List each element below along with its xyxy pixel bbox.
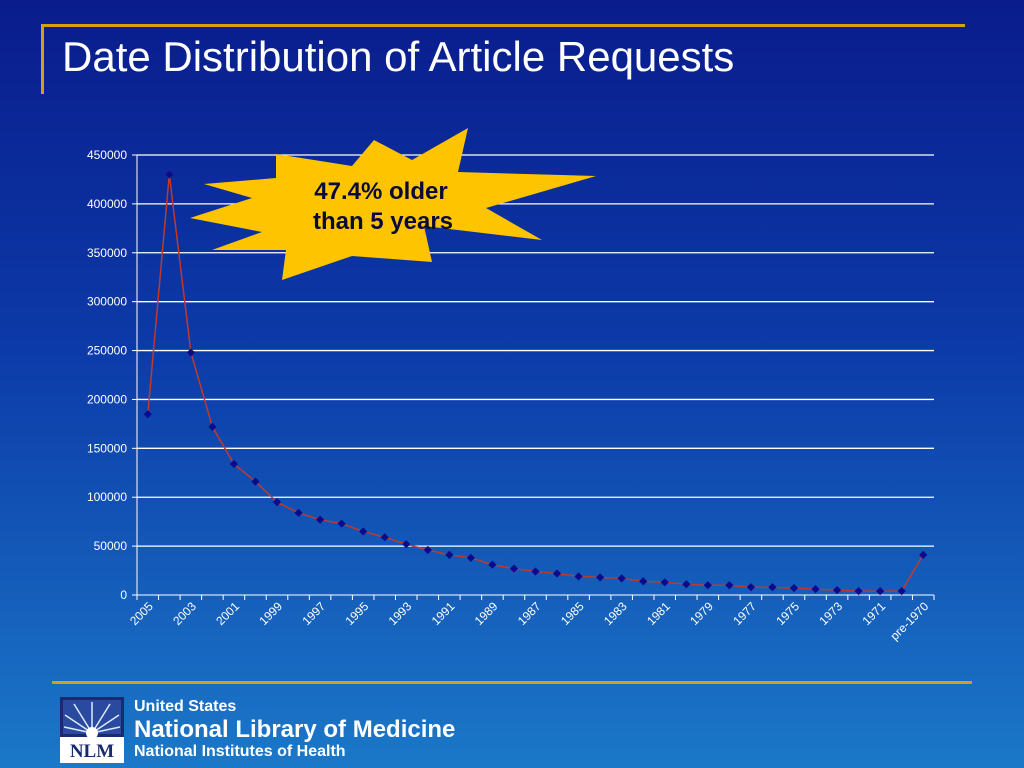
data-point-1995 [358, 527, 368, 536]
nlm-logo: NLM [60, 697, 124, 763]
y-tick-label: 0 [120, 588, 127, 602]
data-point-1998 [294, 508, 303, 518]
data-point-1979 [703, 580, 713, 590]
y-tick-label: 50000 [94, 539, 128, 553]
y-tick-label: 200000 [87, 392, 127, 406]
footer-institute: National Institutes of Health [134, 743, 346, 760]
x-tick-label: 1977 [730, 599, 759, 628]
series-requests [143, 170, 928, 596]
x-tick-label: 1973 [816, 599, 845, 628]
data-point-1976 [768, 582, 777, 592]
slide-title: Date Distribution of Article Requests [62, 33, 735, 80]
data-point-1993 [401, 539, 411, 549]
footer-org: United States National Library of Medici… [134, 698, 455, 761]
data-point-1983 [617, 574, 627, 583]
callout-line-1: 47.4% older [314, 178, 447, 205]
x-tick-label: 1981 [644, 599, 673, 628]
y-tick-label: 300000 [87, 295, 127, 309]
data-point-1973 [832, 585, 842, 595]
x-tick-label: 1985 [558, 599, 587, 628]
x-tick-label: 1983 [601, 599, 630, 628]
data-point-1971 [875, 586, 885, 596]
data-point-2001 [229, 459, 239, 469]
title-top-rule [41, 24, 965, 27]
data-point-1999 [272, 497, 282, 507]
x-tick-label: 1975 [773, 599, 802, 628]
data-point-1997 [315, 515, 325, 525]
footer-rule [52, 681, 972, 684]
data-point-1989 [488, 560, 497, 570]
data-point-2004 [164, 170, 174, 179]
data-point-1985 [574, 572, 583, 581]
x-tick-label: 1987 [515, 599, 544, 628]
y-tick-label: 150000 [87, 441, 127, 455]
footer-country: United States [134, 698, 237, 715]
x-tick-label: pre-1970 [887, 599, 931, 643]
data-point-2005 [143, 409, 153, 419]
starburst-callout [190, 128, 596, 280]
callout-line-2: than 5 years [313, 208, 453, 235]
x-tick-label: 1995 [343, 599, 372, 628]
data-point-1994 [380, 532, 390, 542]
callout: 47.4% older than 5 years [190, 128, 596, 280]
data-point-1970 [897, 586, 907, 596]
x-tick-label: 2001 [213, 599, 242, 628]
x-tick-label: 1989 [472, 599, 501, 628]
data-point-1980 [681, 579, 691, 589]
line-chart: 0 50000 100000 150000 200000 250000 300000 3500… [87, 128, 935, 643]
x-tick-label: 2005 [127, 599, 156, 628]
x-tick-label: 1999 [256, 599, 285, 628]
data-point-1986 [552, 569, 562, 578]
footer-library: National Library of Medicine [134, 716, 456, 743]
data-point-1987 [531, 567, 540, 576]
data-point-1972 [854, 586, 863, 596]
y-tick-label: 250000 [87, 344, 127, 358]
data-point-2000 [251, 477, 260, 486]
data-point-2002 [208, 422, 217, 432]
data-point-1984 [595, 573, 605, 582]
data-point-1982 [638, 576, 648, 586]
y-tick-label: 400000 [87, 197, 127, 211]
axes [132, 154, 935, 600]
y-tick-label: 350000 [87, 246, 127, 260]
data-point-1991 [444, 550, 454, 560]
data-point-1981 [660, 577, 670, 587]
x-tick-label: 1997 [299, 599, 328, 628]
x-tick-label: 2003 [170, 599, 199, 628]
data-point-1977 [746, 582, 756, 592]
data-point-1996 [337, 519, 346, 528]
x-tick-label: 1993 [386, 599, 415, 628]
x-tick-label: 1971 [859, 599, 888, 628]
x-tick-label: 1991 [429, 599, 458, 628]
y-tick-label: 450000 [87, 148, 127, 162]
nlm-logo-text: NLM [70, 741, 114, 762]
data-point-1988 [509, 564, 519, 573]
x-tick-labels: 2005 2003 2001 1999 1997 1995 1993 1991 1989 1987… [127, 599, 931, 643]
data-point-2003 [186, 348, 196, 357]
data-point-pre-1970 [918, 550, 928, 560]
title-frame [41, 24, 965, 94]
data-point-1975 [789, 583, 799, 593]
data-point-1990 [466, 553, 476, 563]
data-point-1992 [423, 545, 433, 555]
y-tick-label: 100000 [87, 490, 127, 504]
title-left-rule [41, 24, 44, 94]
gridlines [137, 154, 934, 547]
data-point-1974 [811, 584, 820, 594]
y-tick-labels: 0 50000 100000 150000 200000 250000 300000 3500… [87, 148, 127, 602]
x-tick-label: 1979 [687, 599, 716, 628]
data-point-1978 [725, 580, 734, 590]
